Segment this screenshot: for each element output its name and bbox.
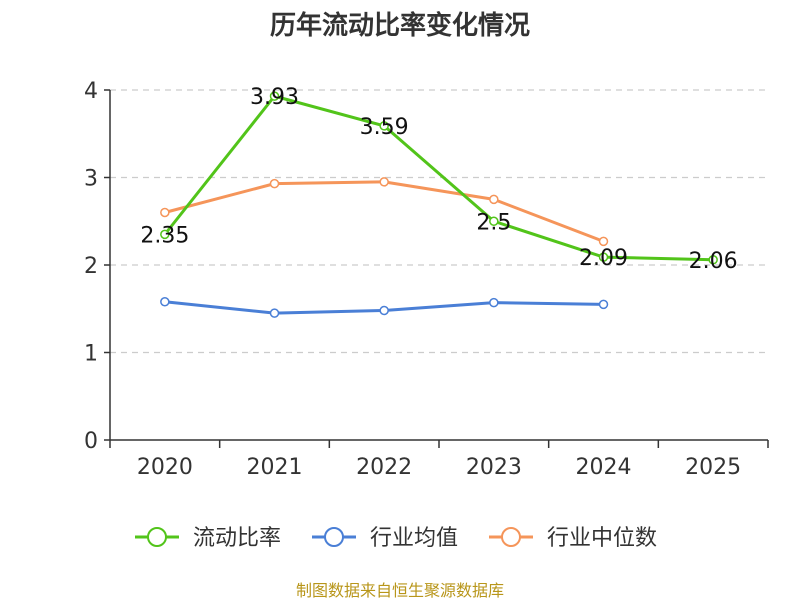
x-tick-label: 2024 [576,455,632,480]
legend-label[interactable]: 行业中位数 [547,526,657,551]
data-label: 2.35 [140,223,189,248]
y-tick-label: 2 [84,254,98,279]
data-point [160,229,170,240]
grid-layer [110,89,768,354]
data-point [160,297,170,307]
data-label-layer: 2.35 3.93 3.59 2.5 2.09 2.06 [140,85,737,274]
data-point [598,299,609,310]
y-tick-label: 4 [84,79,98,104]
x-tick-label: 2023 [466,455,522,480]
legend-swatch-marker [501,527,521,547]
y-tick-label: 1 [84,342,98,367]
legend-swatch-marker [324,527,344,547]
data-point [379,121,389,131]
x-tick-label: 2022 [356,455,412,480]
axis-layer: 0 1 2 3 4 2020 2021 2022 2023 2024 2025 [84,79,769,480]
data-point [269,308,280,318]
legend: 流动比率 行业均值 行业中位数 [135,526,657,551]
data-point [269,91,280,101]
source-note: 制图数据来自恒生聚源数据库 [296,581,504,600]
data-label: 3.59 [360,115,409,140]
series-layer [160,91,718,318]
data-point [489,297,499,308]
x-tick-label: 2025 [685,455,741,480]
data-label: 3.93 [250,85,299,110]
data-label: 2.06 [689,249,738,274]
data-point [379,177,389,187]
legend-swatch-marker [147,527,167,547]
data-label: 2.09 [579,246,628,271]
x-tick-label: 2021 [247,455,303,480]
data-label: 2.5 [476,210,511,235]
data-point [598,236,609,247]
data-point [598,252,609,262]
legend-label[interactable]: 流动比率 [193,526,281,551]
legend-label[interactable]: 行业均值 [370,526,458,551]
series-line-0 [163,94,714,262]
data-point [269,178,280,189]
data-point [489,216,499,226]
series-line-2 [164,180,605,243]
y-tick-label: 3 [84,167,98,192]
chart-title: 历年流动比率变化情况 [270,10,530,41]
y-tick-label: 0 [84,429,98,454]
data-point [708,255,718,265]
data-point [489,194,499,205]
data-point [160,207,170,218]
x-tick-label: 2020 [137,455,193,480]
data-point [379,305,389,316]
